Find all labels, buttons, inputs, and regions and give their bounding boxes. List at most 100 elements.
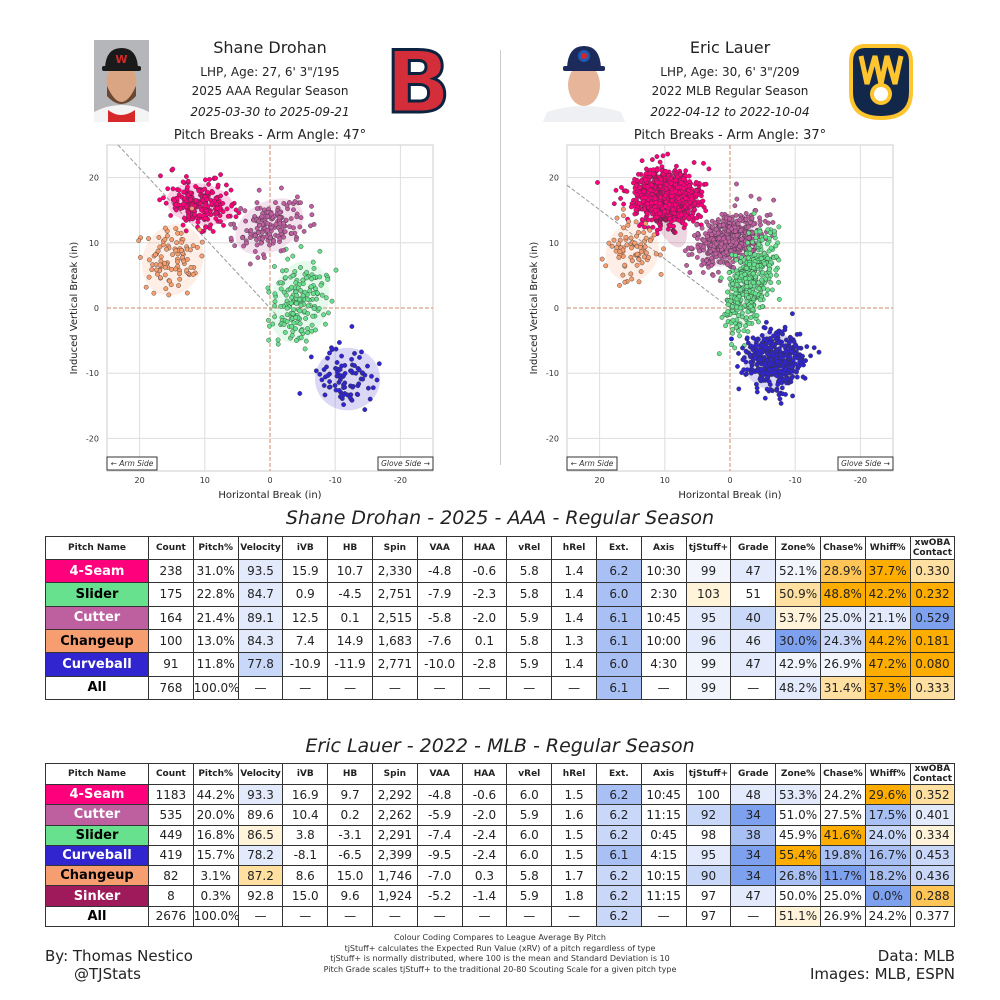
pitcher-name: Eric Lauer [689,38,771,57]
pitch-point [252,233,258,238]
pitch-point [671,228,677,234]
pitch-point [663,168,669,174]
pitch-point [766,367,772,373]
pitch-point [682,222,688,228]
stat-cell: 3.1% [192,865,239,887]
stat-cell: 99 [685,675,732,701]
pitch-point [751,211,757,216]
pitch-point [622,262,628,268]
pitch-point [789,348,794,354]
pitch-point [311,222,317,227]
pitch-point [293,237,299,243]
pitch-point [766,352,772,358]
stat-cell: 0.232 [909,582,956,607]
pitch-point [254,200,260,205]
stat-cell: 2,751 [371,582,418,607]
pitch-point [750,271,756,277]
x-axis-label: Horizontal Break (in) [218,490,321,501]
pitch-point [756,286,762,292]
stat-cell: 22.8% [192,582,239,607]
pitch-point [651,171,657,177]
pitch-point [687,204,693,210]
y-tick-label: 10 [89,239,99,248]
pitch-point [720,222,726,228]
pitch-point [686,215,692,221]
pitch-point [787,354,793,360]
pitch-point [793,343,798,349]
pitch-point [776,257,782,263]
pitch-point [681,176,687,182]
pitch-point [325,373,331,378]
pitch-point [657,159,663,165]
stat-cell: 48 [730,783,777,806]
pitch-point [179,248,184,253]
pitch-point [157,262,163,268]
pitch-point [362,372,368,378]
pitch-point [739,370,745,376]
pitch-point [777,378,783,384]
pitch-point [770,220,776,225]
pitch-point [241,243,247,249]
pitch-point [285,256,291,262]
stat-cell: 2,330 [371,558,418,584]
pitch-point [713,241,719,247]
pitch-point [632,176,638,182]
pitch-point [281,220,286,226]
pitch-point [272,291,278,297]
pitch-point [643,177,649,183]
glove-side-label: Glove Side → [837,456,894,471]
pitch-point [261,255,267,261]
pitch-point [723,323,728,329]
stat-cell: 51 [730,582,777,607]
stat-cell: -8.1 [282,844,329,867]
pitch-point [678,212,684,218]
pitch-point [143,284,149,290]
pitch-point [701,237,707,243]
pitch-point [341,402,346,407]
red-sox-logo: B [388,40,448,120]
pitch-point [158,275,163,281]
pitch-point [365,363,370,369]
pitch-point [767,329,773,335]
x-tick-label: 20 [135,476,145,485]
pitch-point [765,287,771,293]
pitch-point [745,309,751,315]
stat-cell: 2:30 [640,582,687,607]
pitch-point [783,376,789,382]
column-header: vRel [506,536,553,560]
pitch-point [743,323,749,329]
stat-cell: -2.0 [461,605,508,630]
pitch-point [163,200,169,206]
pitch-point [316,306,322,311]
pitch-point [653,251,659,257]
pitch-point [356,367,362,373]
pitch-point [774,358,780,364]
pitch-point [746,320,752,326]
pitch-point [774,388,780,393]
pitch-point [233,214,239,220]
pitch-point [321,383,327,388]
pitch-point [694,255,700,260]
pitch-point [777,352,783,358]
pitch-point [718,275,724,281]
pitch-point [367,396,373,402]
stat-cell: 90 [685,865,732,887]
pitch-point [762,395,768,401]
pitch-point [204,189,210,195]
pitch-point [663,193,669,198]
pitch-point [185,213,191,219]
pitch-point [728,226,734,232]
pitch-point [268,211,274,217]
pitch-point [657,189,663,195]
pitch-point [173,202,179,208]
pitch-point [232,225,238,231]
pitch-point [196,188,202,194]
pitch-point [746,262,752,267]
pitch-point [765,220,771,226]
pitch-point [645,217,651,223]
pitch-point [773,267,779,273]
stat-cell: 42.2% [864,582,911,607]
arm-side-text: ← Arm Side [571,459,614,468]
stat-cell: 12.5 [282,605,329,630]
pitch-point [293,300,299,306]
